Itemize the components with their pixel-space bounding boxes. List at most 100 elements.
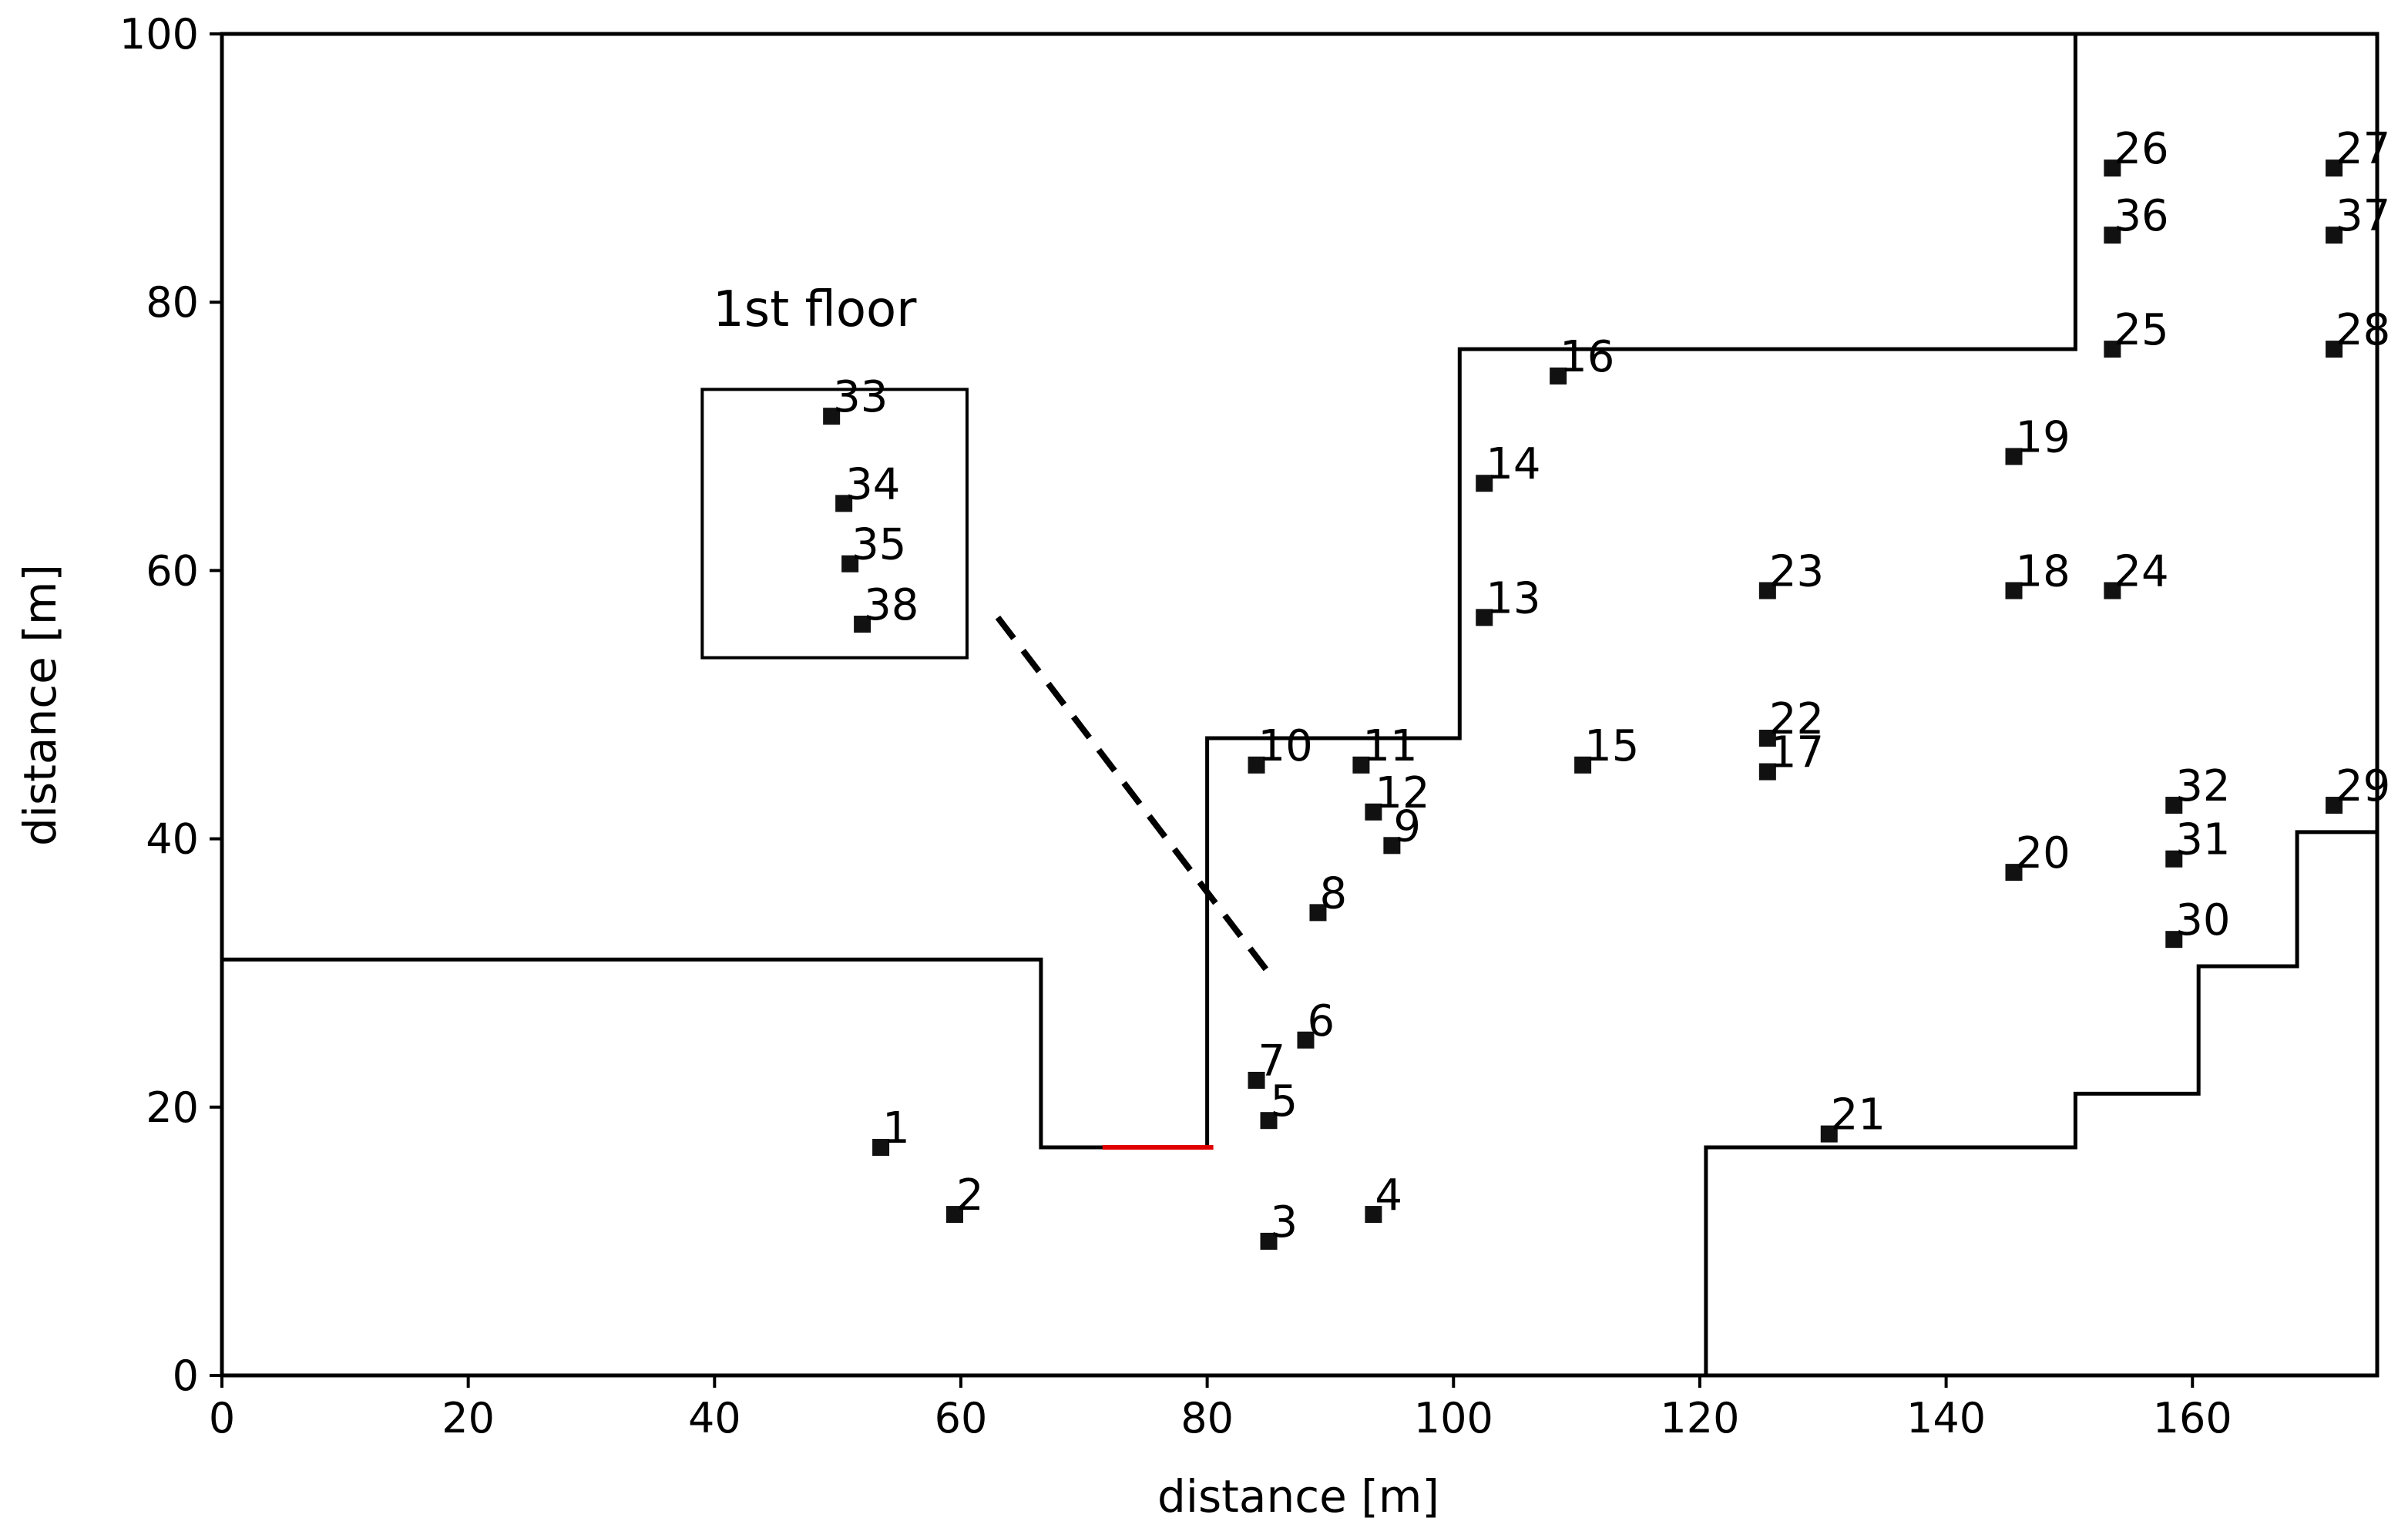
data-point-22 bbox=[1758, 730, 1776, 747]
y-tick-label: 100 bbox=[119, 10, 199, 59]
data-point-37 bbox=[2326, 227, 2343, 244]
point-label-32: 32 bbox=[2175, 761, 2230, 811]
point-label-5: 5 bbox=[1271, 1076, 1298, 1127]
data-point-17 bbox=[1758, 763, 1776, 781]
point-label-4: 4 bbox=[1375, 1170, 1402, 1221]
y-tick-label: 20 bbox=[146, 1083, 199, 1132]
point-label-12: 12 bbox=[1375, 768, 1429, 818]
x-tick-label: 120 bbox=[1660, 1394, 1739, 1442]
data-point-34 bbox=[835, 495, 853, 512]
point-label-1: 1 bbox=[882, 1103, 910, 1154]
point-label-26: 26 bbox=[2114, 124, 2168, 174]
data-point-36 bbox=[2104, 227, 2121, 244]
data-point-23 bbox=[1758, 582, 1776, 599]
first-floor-box bbox=[700, 388, 969, 660]
point-label-3: 3 bbox=[1271, 1197, 1298, 1248]
x-tick-label: 40 bbox=[688, 1394, 741, 1442]
data-point-35 bbox=[841, 555, 859, 573]
point-label-19: 19 bbox=[2016, 412, 2070, 462]
point-label-10: 10 bbox=[1258, 721, 1313, 771]
dashed-line bbox=[995, 615, 1271, 976]
building-outline bbox=[222, 34, 2077, 1150]
point-label-37: 37 bbox=[2336, 191, 2390, 241]
point-label-31: 31 bbox=[2175, 815, 2230, 865]
point-label-18: 18 bbox=[2016, 547, 2070, 597]
point-label-2: 2 bbox=[956, 1170, 984, 1221]
point-label-7: 7 bbox=[1258, 1036, 1286, 1086]
data-point-18 bbox=[2005, 582, 2023, 599]
point-label-33: 33 bbox=[833, 372, 888, 422]
point-label-27: 27 bbox=[2336, 124, 2390, 174]
data-point-9 bbox=[1383, 837, 1401, 855]
point-label-9: 9 bbox=[1393, 801, 1421, 851]
y-tick-label: 0 bbox=[173, 1352, 199, 1400]
data-point-15 bbox=[1574, 756, 1592, 774]
point-label-35: 35 bbox=[851, 520, 906, 570]
plan-shapes bbox=[222, 34, 2377, 1375]
point-label-11: 11 bbox=[1362, 721, 1417, 771]
point-label-20: 20 bbox=[2016, 828, 2070, 878]
data-point-28 bbox=[2326, 341, 2343, 358]
data-point-7 bbox=[1248, 1071, 1265, 1089]
point-label-8: 8 bbox=[1319, 868, 1347, 918]
plot-frame bbox=[220, 32, 2379, 1378]
data-point-27 bbox=[2326, 160, 2343, 177]
y-tick-label: 80 bbox=[146, 278, 199, 327]
point-label-6: 6 bbox=[1307, 996, 1335, 1046]
annotation-1st-floor: 1st floor bbox=[713, 281, 917, 338]
point-label-21: 21 bbox=[1831, 1090, 1886, 1140]
building-outline-right bbox=[1704, 830, 2377, 1375]
point-label-15: 15 bbox=[1584, 721, 1639, 771]
data-point-12 bbox=[1365, 803, 1382, 821]
point-label-17: 17 bbox=[1769, 728, 1824, 778]
data-point-10 bbox=[1248, 756, 1265, 774]
data-point-11 bbox=[1352, 756, 1370, 774]
data-point-16 bbox=[1550, 367, 1567, 384]
data-point-3 bbox=[1260, 1232, 1278, 1250]
data-point-25 bbox=[2104, 341, 2121, 358]
point-label-14: 14 bbox=[1486, 439, 1540, 489]
y-tick-label: 40 bbox=[146, 815, 199, 864]
x-tick-label: 20 bbox=[442, 1394, 495, 1442]
point-label-28: 28 bbox=[2336, 305, 2390, 355]
y-tick-label: 60 bbox=[146, 546, 199, 595]
data-point-33 bbox=[823, 408, 841, 425]
data-point-1 bbox=[872, 1139, 890, 1157]
x-tick-label: 160 bbox=[2153, 1394, 2232, 1442]
data-point-19 bbox=[2005, 448, 2023, 465]
data-point-32 bbox=[2165, 797, 2183, 814]
point-label-30: 30 bbox=[2175, 895, 2230, 945]
data-point-30 bbox=[2165, 931, 2183, 949]
data-point-29 bbox=[2326, 797, 2343, 814]
data-point-14 bbox=[1476, 475, 1493, 492]
x-tick-label: 80 bbox=[1180, 1394, 1234, 1442]
point-label-24: 24 bbox=[2114, 547, 2168, 597]
data-point-13 bbox=[1476, 609, 1493, 626]
data-point-31 bbox=[2165, 850, 2183, 868]
data-point-4 bbox=[1365, 1206, 1382, 1224]
point-label-22: 22 bbox=[1769, 694, 1824, 744]
data-point-8 bbox=[1309, 904, 1327, 922]
data-point-5 bbox=[1260, 1112, 1278, 1130]
x-tick-label: 0 bbox=[209, 1394, 235, 1442]
point-label-34: 34 bbox=[845, 459, 900, 509]
point-label-13: 13 bbox=[1486, 573, 1540, 623]
point-label-29: 29 bbox=[2336, 761, 2390, 811]
data-point-2 bbox=[945, 1206, 963, 1224]
x-tick-label: 60 bbox=[935, 1394, 988, 1442]
x-tick-label: 140 bbox=[1906, 1394, 1986, 1442]
point-label-25: 25 bbox=[2114, 305, 2168, 355]
x-axis-label: distance [m] bbox=[1157, 1470, 1439, 1523]
data-point-6 bbox=[1297, 1031, 1315, 1049]
y-axis-label: distance [m] bbox=[14, 564, 66, 846]
data-point-20 bbox=[2005, 864, 2023, 881]
point-label-16: 16 bbox=[1560, 332, 1614, 382]
data-point-24 bbox=[2104, 582, 2121, 599]
point-label-23: 23 bbox=[1769, 547, 1824, 597]
point-label-38: 38 bbox=[864, 580, 919, 630]
point-label-36: 36 bbox=[2114, 191, 2168, 241]
data-point-21 bbox=[1820, 1125, 1838, 1143]
